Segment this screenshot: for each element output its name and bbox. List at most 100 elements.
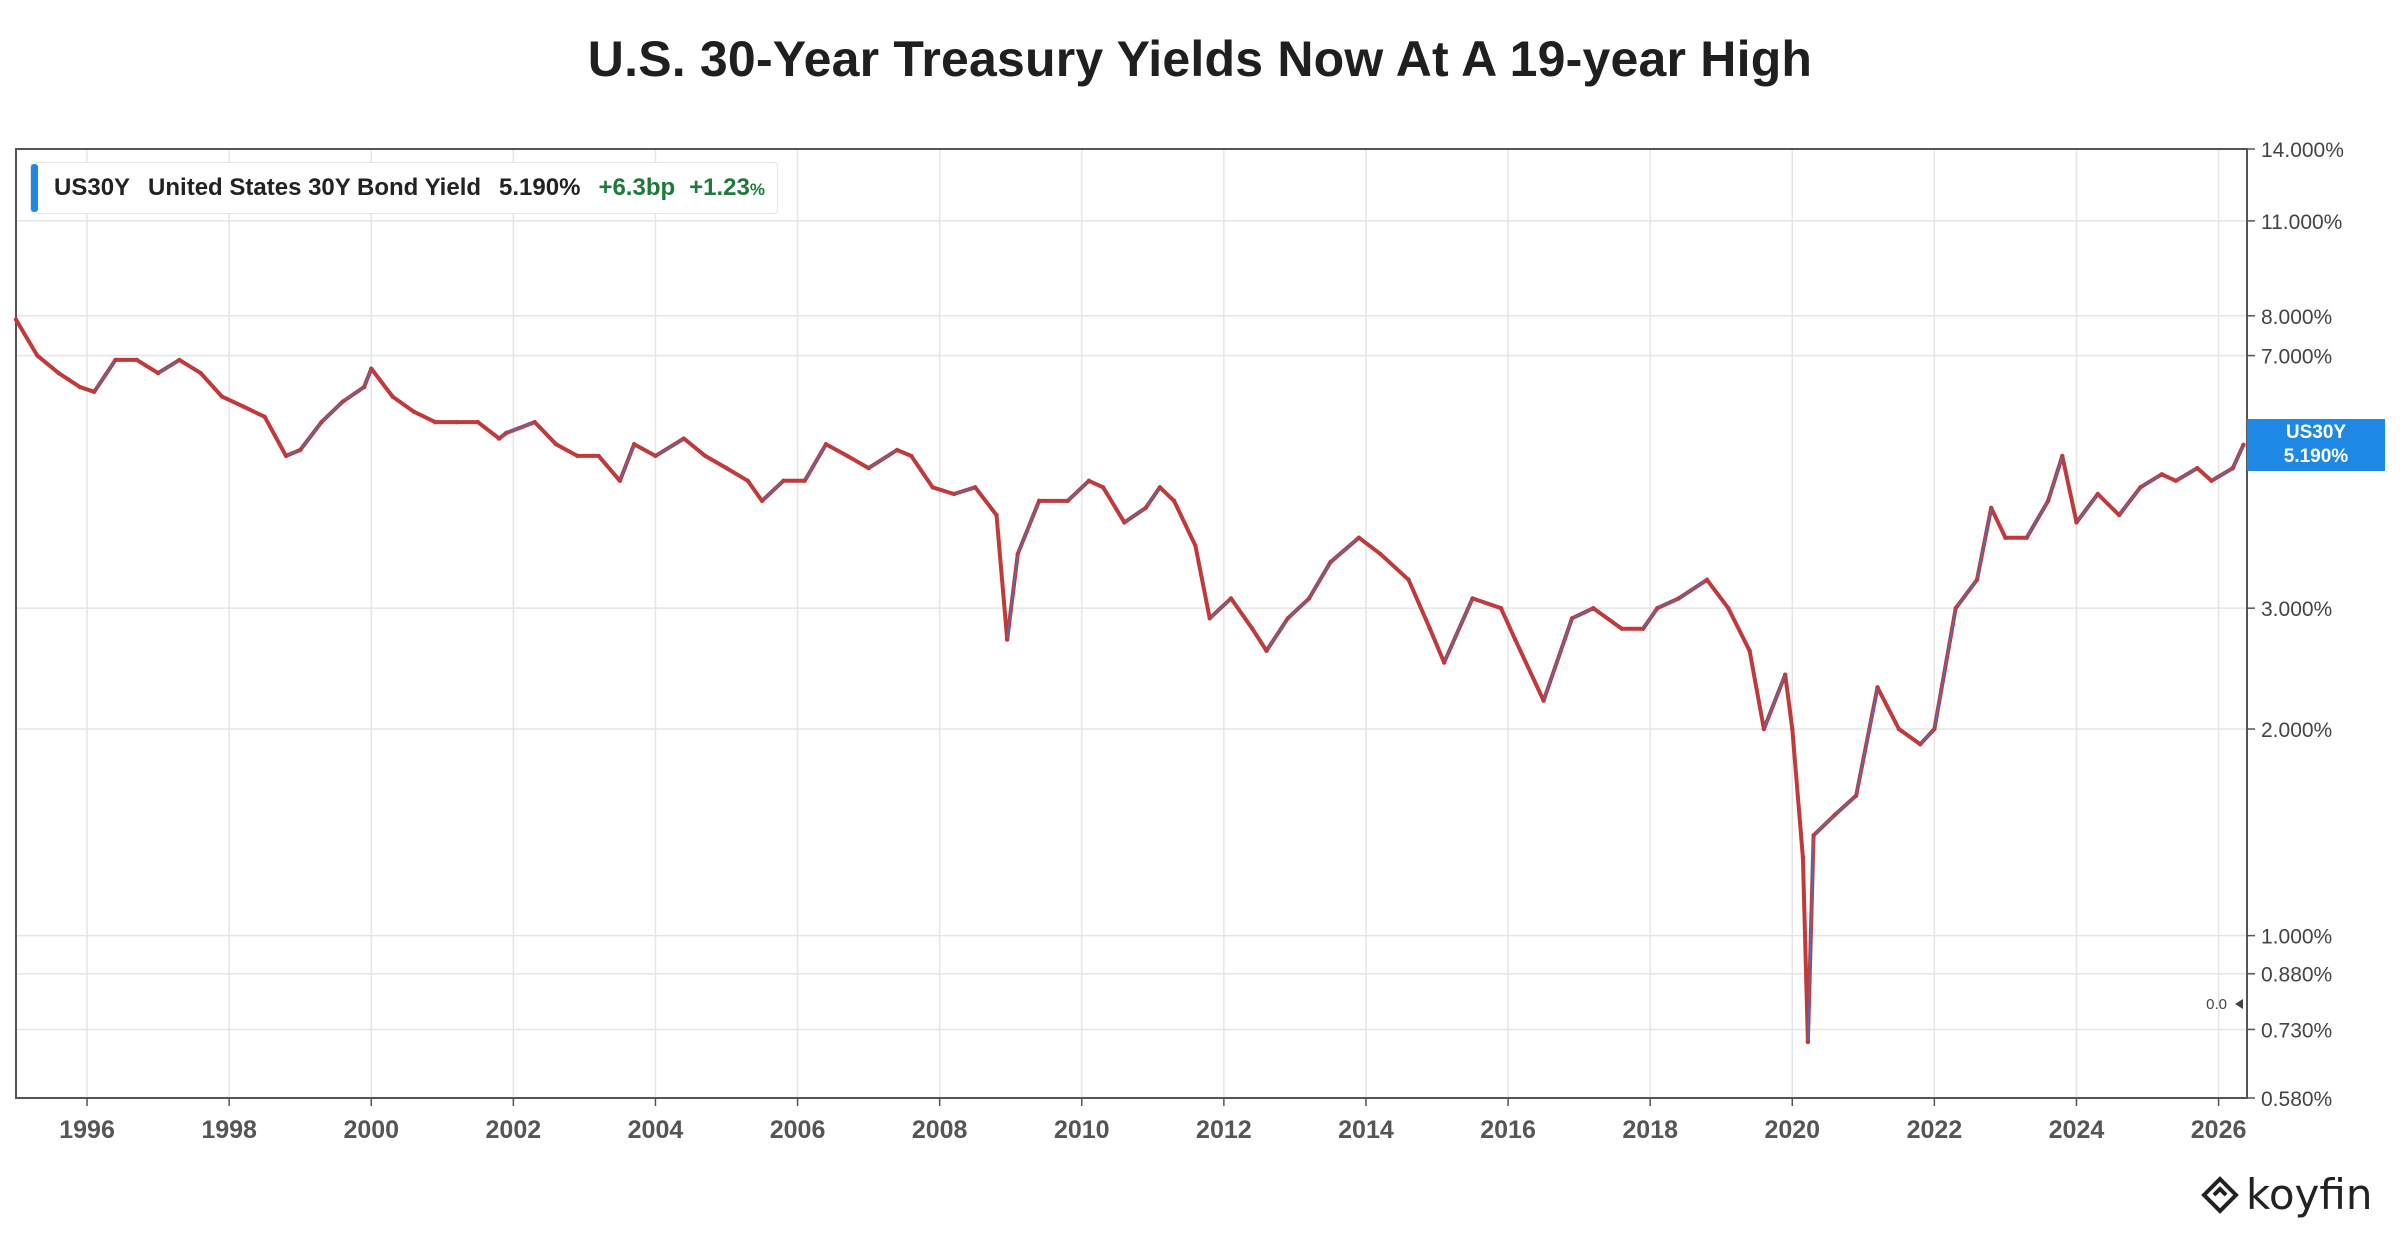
data-point (1065, 498, 1070, 504)
data-point (1086, 478, 1092, 483)
data-point (1541, 698, 1546, 703)
series-up-segment (93, 359, 117, 393)
data-point (1441, 660, 1447, 665)
series-up-segment (1919, 728, 1935, 745)
series-legend[interactable]: US30Y United States 30Y Bond Yield 5.190… (30, 162, 778, 214)
data-point (2116, 512, 2122, 518)
data-point (845, 453, 850, 459)
legend-change-pct: +1.23% (689, 174, 765, 202)
data-point (1726, 605, 1731, 611)
data-point (390, 394, 395, 399)
x-tick-label: 2020 (1764, 1116, 1820, 1144)
series-up-segment (1308, 561, 1332, 599)
data-point (575, 453, 580, 459)
data-point (994, 512, 999, 518)
series-up-segment (1265, 617, 1289, 652)
data-point (1619, 626, 1624, 631)
legend-ticker: US30Y (54, 174, 131, 201)
series-up-segment (804, 443, 827, 482)
series-up-segment (1656, 597, 1679, 609)
x-tick-label: 1998 (201, 1116, 257, 1144)
series-up-segment (619, 443, 635, 482)
data-point (433, 419, 438, 425)
data-point (1193, 543, 1198, 548)
y-tick-label: 0.880% (2261, 964, 2332, 987)
data-point (1953, 605, 1958, 611)
data-point (134, 357, 139, 363)
series-up-segment (2075, 493, 2099, 523)
y-tick-label: 0.730% (2261, 1019, 2332, 1042)
data-point (454, 419, 459, 425)
data-point (745, 478, 751, 483)
data-point (1932, 726, 1937, 732)
data-point (631, 442, 637, 447)
data-point (1100, 485, 1106, 490)
series-up-segment (2232, 444, 2245, 469)
data-point (13, 317, 19, 322)
data-point (155, 370, 161, 376)
series-up-segment (2140, 473, 2163, 488)
data-point (2138, 485, 2143, 490)
data-point (1228, 596, 1234, 601)
data-point (1704, 577, 1710, 582)
series-up-segment (1209, 597, 1232, 619)
data-point (2173, 478, 2179, 483)
data-point (198, 370, 203, 376)
series-up-segment (342, 386, 365, 403)
data-point (219, 394, 225, 399)
series-up-segment (1571, 607, 1594, 619)
series-up-segment (1855, 687, 1879, 796)
series-up-segment (1443, 598, 1474, 663)
x-tick-label: 2024 (2049, 1116, 2105, 1144)
data-point (1406, 577, 1411, 582)
data-point (1377, 551, 1383, 557)
y-tick-label: 14.000% (2261, 139, 2344, 162)
data-point (653, 453, 658, 459)
data-point (2060, 453, 2065, 459)
series-up-segment (1017, 500, 1040, 555)
x-tick-label: 2018 (1622, 1116, 1678, 1144)
data-point (91, 389, 97, 394)
data-point (1157, 485, 1163, 490)
series-up-segment (1678, 579, 1708, 600)
legend-change-bp: +6.3bp (598, 174, 676, 201)
data-point (1655, 605, 1660, 611)
series-up-segment (1933, 608, 1957, 730)
data-point (319, 419, 324, 425)
y-axis-ticks: 14.000% 11.000% 8.000% 7.000% 3.000% 2.000% 1.… (2247, 139, 2344, 1111)
data-point (411, 409, 417, 414)
data-point (283, 453, 289, 459)
data-point (2241, 442, 2246, 447)
data-point (759, 498, 765, 504)
data-point (866, 465, 871, 471)
series-line-US30Y (14, 318, 2246, 1044)
series-up-segment (2118, 486, 2142, 516)
x-tick-label: 2010 (1054, 1116, 1110, 1144)
data-point (1036, 498, 1042, 504)
data-point (596, 453, 601, 459)
series-up-segment (761, 480, 784, 502)
data-point (113, 357, 118, 363)
data-point (823, 442, 829, 447)
series-up-segment (1006, 553, 1019, 640)
series-up-segment (1813, 814, 1836, 836)
x-tick-label: 2004 (628, 1116, 684, 1144)
series-up-segment (505, 421, 535, 434)
data-point (77, 384, 83, 390)
data-point (2024, 535, 2029, 540)
data-point (702, 453, 708, 459)
series-up-segment (1123, 507, 1147, 524)
data-point (972, 485, 978, 490)
series-color-bar (31, 164, 38, 212)
data-point (1512, 637, 1518, 642)
data-point (1207, 616, 1212, 621)
series-up-segment (2211, 467, 2234, 482)
x-tick-label: 2022 (1907, 1116, 1963, 1144)
data-point (1591, 605, 1596, 611)
data-point (1122, 520, 1127, 525)
data-point (2095, 491, 2100, 497)
price-tag-value: 5.190% (2283, 446, 2349, 467)
x-tick-label: 2014 (1338, 1116, 1394, 1144)
data-point (1917, 742, 1923, 747)
